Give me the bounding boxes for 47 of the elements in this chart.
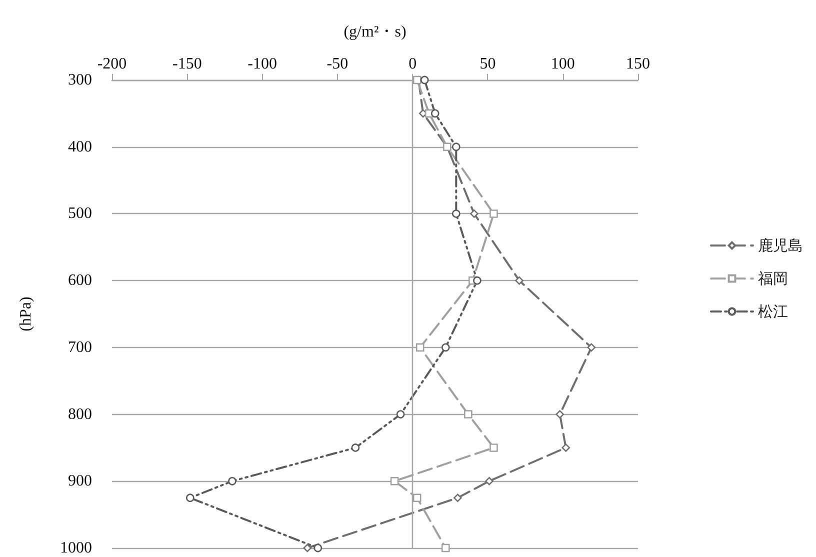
point [490, 444, 498, 452]
point [515, 276, 524, 285]
x-tick-label: -100 [248, 56, 277, 72]
x-tick-label: -150 [172, 56, 202, 72]
legend-label: 鹿児島 [758, 236, 803, 254]
point [464, 410, 472, 418]
x-tick-label: 0 [408, 56, 417, 72]
x-tick-label: 100 [550, 56, 575, 72]
point [587, 343, 596, 352]
point [470, 210, 478, 218]
point [351, 444, 360, 452]
legend-label: 福岡 [758, 270, 788, 288]
x-tick-label: 50 [480, 56, 496, 72]
x-tick-label: -50 [326, 56, 348, 72]
point [303, 544, 312, 552]
point [314, 544, 322, 552]
y-tick-label: 600 [68, 272, 92, 290]
point [473, 276, 482, 285]
point [186, 494, 194, 502]
point [412, 494, 422, 502]
x-tick-label: -200 [97, 56, 127, 72]
point [490, 210, 498, 218]
point [420, 76, 429, 84]
point [416, 343, 424, 352]
y-axis-title: (hPa) [18, 296, 34, 332]
y-tick-label: 400 [68, 138, 92, 156]
point [562, 444, 570, 452]
point [228, 476, 236, 486]
point [430, 109, 440, 118]
point [485, 476, 494, 486]
legend-label: 松江 [758, 302, 788, 320]
point [441, 343, 450, 352]
y-tick-label: 500 [68, 205, 92, 222]
y-tick-label: 1000 [60, 540, 92, 556]
point [396, 410, 405, 418]
point [556, 410, 564, 418]
y-tick-label: 800 [68, 406, 92, 423]
y-tick-label: 300 [68, 72, 92, 88]
point [441, 544, 450, 552]
point [452, 142, 460, 152]
x-axis-title: (g/m²・s) [344, 24, 406, 40]
point [454, 494, 462, 502]
point [390, 476, 399, 486]
y-tick-label: 900 [68, 472, 92, 490]
x-tick-label: 150 [626, 56, 650, 72]
y-tick-label: 700 [68, 338, 92, 356]
point [452, 210, 460, 218]
